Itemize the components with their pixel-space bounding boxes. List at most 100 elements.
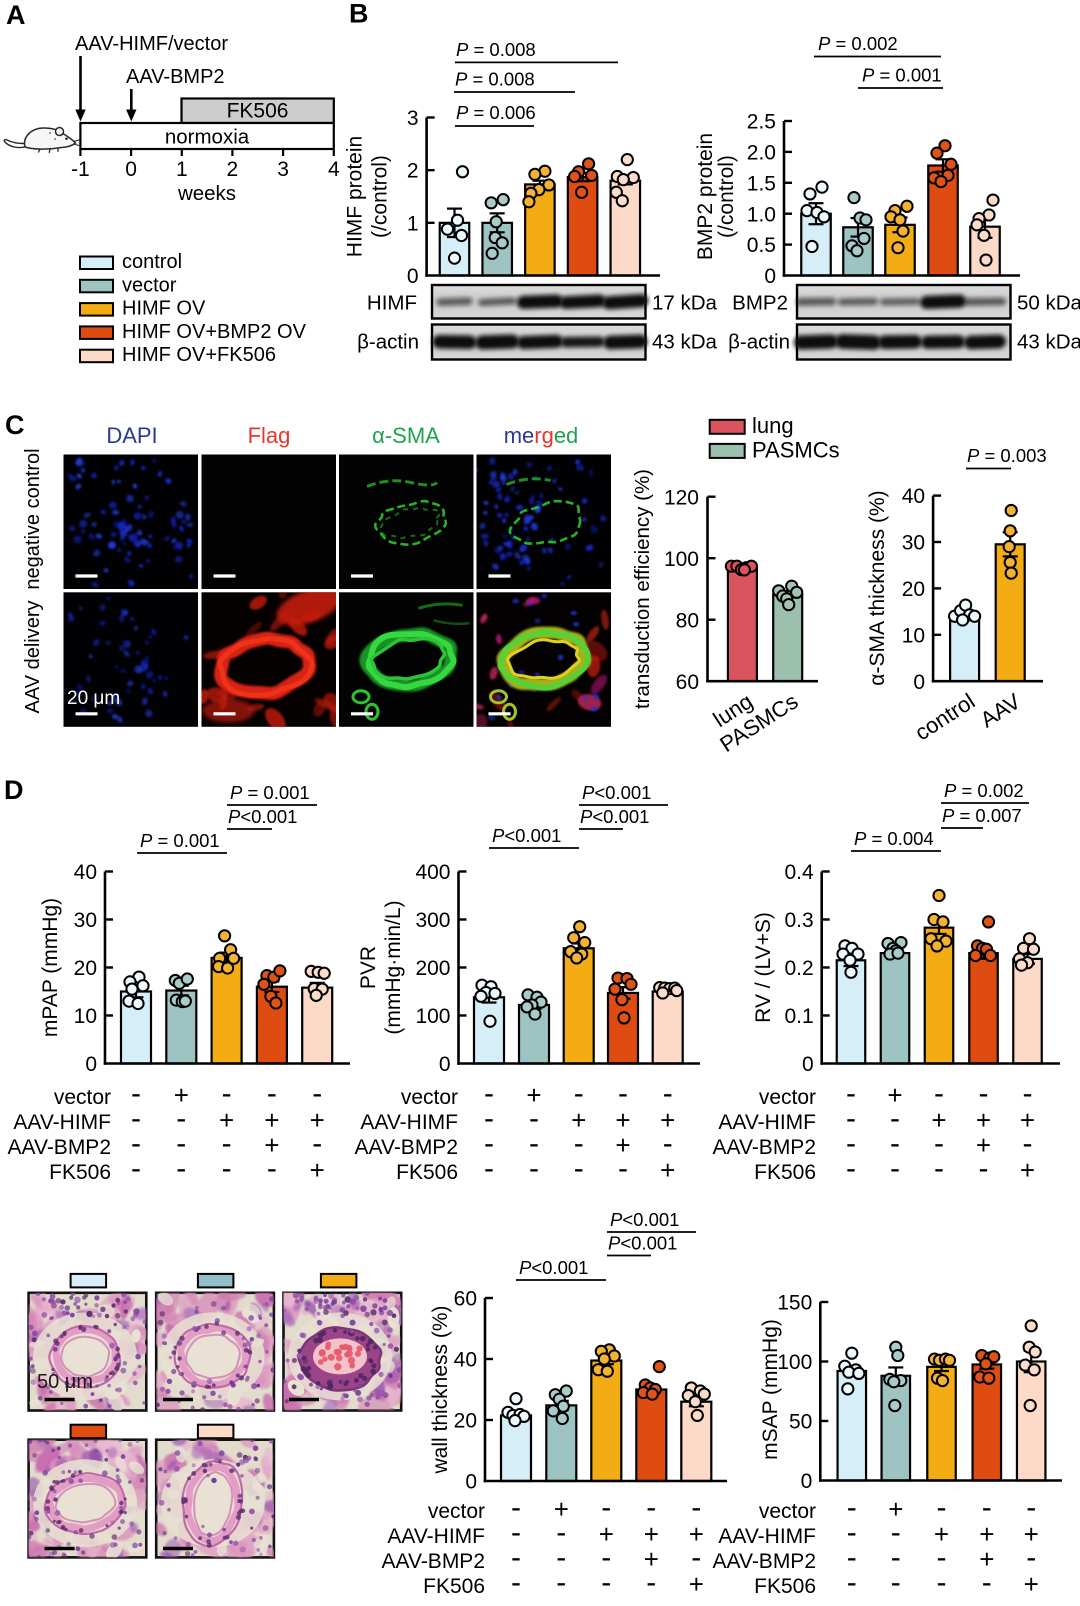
svg-text:-: -	[511, 1491, 521, 1524]
svg-text:-: -	[618, 1077, 628, 1110]
svg-text:vector: vector	[428, 1500, 485, 1523]
svg-text:-: -	[529, 1127, 539, 1160]
svg-text:0: 0	[913, 671, 925, 694]
svg-text:P = 0.007: P = 0.007	[942, 805, 1022, 826]
svg-text:FK506: FK506	[423, 1575, 485, 1598]
svg-text:0: 0	[801, 1470, 813, 1493]
svg-text:0: 0	[439, 1053, 451, 1076]
svg-text:+: +	[264, 1105, 279, 1135]
svg-text:200: 200	[415, 957, 450, 980]
svg-text:400: 400	[415, 861, 450, 884]
svg-text:FK506: FK506	[49, 1161, 111, 1184]
svg-text:-: -	[484, 1152, 494, 1185]
svg-text:20 μm: 20 μm	[67, 688, 120, 709]
svg-text:-: -	[691, 1541, 701, 1574]
svg-text:30: 30	[74, 909, 97, 932]
svg-text:+: +	[174, 1080, 189, 1110]
svg-text:0.2: 0.2	[784, 957, 813, 980]
svg-text:120: 120	[664, 487, 699, 510]
svg-text:3: 3	[407, 107, 419, 130]
svg-text:20: 20	[902, 578, 925, 601]
svg-text:-: -	[556, 1566, 566, 1599]
svg-text:0.3: 0.3	[784, 909, 813, 932]
svg-text:P = 0.001: P = 0.001	[862, 65, 942, 86]
svg-text:+: +	[615, 1130, 630, 1160]
svg-text:vector: vector	[759, 1086, 816, 1109]
svg-text:PASMCs: PASMCs	[752, 437, 840, 462]
svg-text:(/control): (/control)	[715, 155, 738, 238]
svg-text:17 kDa: 17 kDa	[652, 292, 718, 315]
svg-text:-: -	[982, 1566, 992, 1599]
svg-text:300: 300	[415, 909, 450, 932]
svg-text:AAV-BMP2: AAV-BMP2	[382, 1550, 485, 1573]
svg-text:-: -	[891, 1566, 901, 1599]
svg-text:-: -	[847, 1516, 857, 1549]
svg-text:P<0.001: P<0.001	[519, 1257, 588, 1278]
svg-text:BMP2: BMP2	[732, 292, 788, 315]
svg-text:AAV delivery: AAV delivery	[22, 600, 44, 713]
svg-text:-: -	[176, 1102, 186, 1135]
svg-text:mSAP (mmHg): mSAP (mmHg)	[759, 1319, 782, 1460]
svg-text:AAV-HIMF/vector: AAV-HIMF/vector	[75, 33, 228, 55]
svg-text:(/control): (/control)	[369, 155, 392, 238]
svg-text:-: -	[529, 1152, 539, 1185]
svg-text:4: 4	[328, 158, 340, 181]
svg-text:+: +	[689, 1569, 704, 1599]
svg-text:1.0: 1.0	[747, 203, 776, 226]
svg-text:1: 1	[407, 212, 419, 235]
svg-text:vector: vector	[54, 1086, 111, 1109]
svg-text:2.0: 2.0	[747, 141, 776, 164]
svg-text:FK506: FK506	[754, 1575, 816, 1598]
svg-text:-: -	[176, 1127, 186, 1160]
svg-text:-: -	[131, 1077, 141, 1110]
svg-text:HIMF OV+BMP2 OV: HIMF OV+BMP2 OV	[122, 321, 307, 343]
svg-text:60: 60	[454, 1288, 477, 1311]
svg-text:80: 80	[676, 610, 699, 633]
svg-text:10: 10	[902, 624, 925, 647]
svg-text:-: -	[663, 1077, 673, 1110]
svg-text:-: -	[511, 1541, 521, 1574]
svg-text:0: 0	[802, 1053, 814, 1076]
svg-text:-: -	[1026, 1491, 1036, 1524]
svg-text:2: 2	[407, 160, 419, 183]
svg-text:vector: vector	[122, 274, 177, 296]
svg-text:50: 50	[789, 1411, 812, 1434]
svg-text:-: -	[556, 1516, 566, 1549]
svg-text:-: -	[646, 1491, 656, 1524]
svg-text:-: -	[934, 1077, 944, 1110]
svg-text:P = 0.008: P = 0.008	[455, 69, 535, 90]
svg-text:β-actin: β-actin	[728, 331, 790, 354]
svg-text:lung: lung	[752, 413, 794, 438]
svg-text:P<0.001: P<0.001	[580, 806, 649, 827]
svg-text:P = 0.002: P = 0.002	[818, 33, 898, 54]
svg-text:P = 0.008: P = 0.008	[456, 39, 536, 60]
svg-text:P = 0.001: P = 0.001	[140, 830, 220, 851]
svg-text:HIMF OV+FK506: HIMF OV+FK506	[122, 344, 276, 366]
svg-text:+: +	[526, 1080, 541, 1110]
svg-text:vector: vector	[759, 1500, 816, 1523]
svg-text:AAV-BMP2: AAV-BMP2	[126, 66, 225, 88]
svg-text:+: +	[979, 1544, 994, 1574]
svg-text:-: -	[222, 1077, 232, 1110]
svg-text:43 kDa: 43 kDa	[1017, 331, 1080, 354]
svg-text:-: -	[312, 1127, 322, 1160]
svg-text:AAV-HIMF: AAV-HIMF	[387, 1525, 485, 1548]
svg-text:-1: -1	[71, 158, 90, 181]
svg-text:α-SMA thickness (%): α-SMA thickness (%)	[866, 490, 889, 685]
svg-text:-: -	[511, 1566, 521, 1599]
svg-text:-: -	[934, 1127, 944, 1160]
svg-text:-: -	[891, 1541, 901, 1574]
svg-text:-: -	[601, 1541, 611, 1574]
svg-text:-: -	[846, 1127, 856, 1160]
svg-text:Flag: Flag	[248, 423, 291, 448]
svg-text:-: -	[176, 1152, 186, 1185]
svg-text:+: +	[976, 1105, 991, 1135]
svg-text:+: +	[644, 1519, 659, 1549]
svg-text:0: 0	[764, 265, 776, 288]
svg-text:-: -	[131, 1102, 141, 1135]
svg-text:-: -	[979, 1152, 989, 1185]
svg-text:-: -	[1023, 1077, 1033, 1110]
svg-text:-: -	[890, 1102, 900, 1135]
svg-text:P = 0.006: P = 0.006	[456, 102, 536, 123]
svg-text:AAV-HIMF: AAV-HIMF	[360, 1111, 458, 1134]
